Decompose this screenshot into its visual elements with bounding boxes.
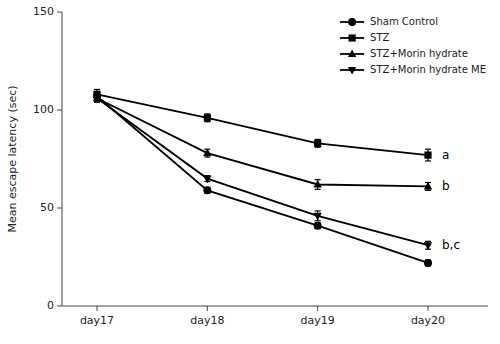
y-tick-label: 0 bbox=[47, 299, 54, 312]
legend-marker bbox=[348, 49, 356, 57]
annotation: a bbox=[442, 148, 449, 162]
data-point bbox=[314, 140, 321, 147]
data-point bbox=[313, 213, 321, 221]
data-point bbox=[314, 222, 322, 230]
error-cap bbox=[425, 149, 431, 150]
legend-label: STZ+Morin hydrate bbox=[370, 48, 468, 59]
x-tick-label: day18 bbox=[190, 314, 224, 327]
data-point bbox=[424, 242, 432, 250]
plot-area bbox=[93, 89, 432, 266]
x-axis bbox=[62, 306, 488, 307]
chart: 0 50 100 150 day17 day18 day19 day20 Mean escape… bbox=[0, 0, 500, 344]
error-cap bbox=[94, 89, 100, 90]
data-point bbox=[424, 182, 432, 190]
legend-label: STZ+Morin hydrate ME bbox=[370, 64, 486, 75]
y-tick bbox=[57, 208, 62, 209]
series-line bbox=[97, 98, 428, 245]
data-point bbox=[204, 114, 211, 121]
error-bar bbox=[204, 114, 210, 122]
y-axis bbox=[62, 12, 63, 306]
legend-label: STZ bbox=[370, 32, 389, 43]
error-cap bbox=[425, 160, 431, 161]
error-bar bbox=[315, 139, 321, 147]
error-cap bbox=[94, 94, 100, 95]
x-tick bbox=[97, 306, 98, 311]
data-point bbox=[93, 95, 101, 103]
legend-marker bbox=[348, 67, 356, 75]
series-line bbox=[97, 94, 428, 155]
data-point bbox=[424, 259, 432, 267]
data-point bbox=[203, 176, 211, 184]
error-bar bbox=[425, 149, 431, 161]
data-point bbox=[313, 180, 321, 188]
error-cap bbox=[425, 241, 431, 242]
error-cap bbox=[315, 210, 321, 211]
error-cap bbox=[315, 189, 321, 190]
x-tick bbox=[317, 306, 318, 311]
x-tick-label: day19 bbox=[301, 314, 335, 327]
data-point bbox=[203, 149, 211, 157]
y-axis-label: Mean escape latency (sec) bbox=[6, 85, 19, 232]
series-line bbox=[97, 96, 428, 263]
x-tick bbox=[207, 306, 208, 311]
data-point bbox=[424, 151, 431, 158]
data-point bbox=[203, 186, 211, 194]
legend: Sham Control STZ STZ+Morin hydrate STZ+Mori… bbox=[340, 16, 486, 75]
x-tick-label: day20 bbox=[411, 314, 445, 327]
annotation: b,c bbox=[442, 238, 460, 252]
y-tick bbox=[57, 306, 62, 307]
y-tick bbox=[57, 110, 62, 111]
error-cap bbox=[94, 94, 100, 95]
x-tick-label: day17 bbox=[80, 314, 114, 327]
series-line bbox=[97, 98, 428, 186]
y-tick-label: 50 bbox=[40, 201, 54, 214]
error-cap bbox=[425, 190, 431, 191]
legend-marker bbox=[348, 18, 356, 26]
annotation: b bbox=[442, 179, 450, 193]
error-cap bbox=[204, 156, 210, 157]
legend-label: Sham Control bbox=[370, 16, 438, 27]
y-tick bbox=[57, 12, 62, 13]
y-tick-label: 150 bbox=[33, 5, 54, 18]
legend-marker bbox=[349, 34, 356, 41]
x-tick bbox=[428, 306, 429, 311]
y-tick-label: 100 bbox=[33, 103, 54, 116]
